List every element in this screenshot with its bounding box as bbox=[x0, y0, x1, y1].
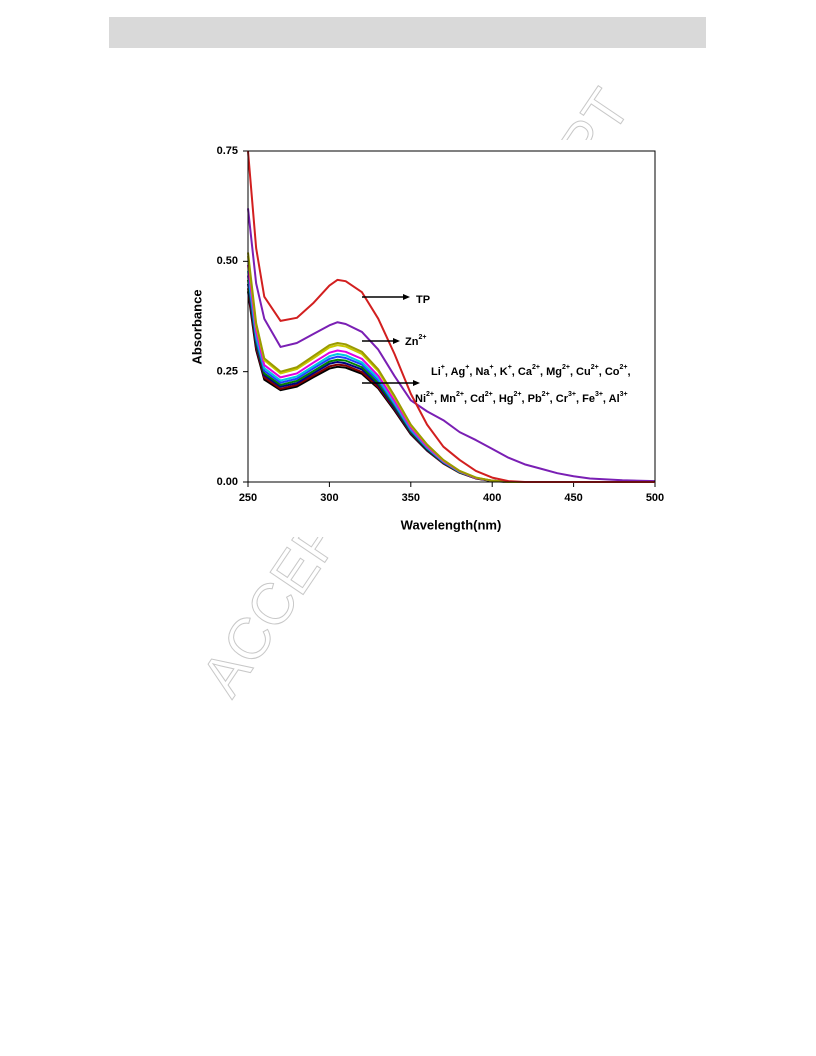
annotation-superscript: + bbox=[465, 364, 469, 371]
annotation-superscript: 2+ bbox=[532, 364, 540, 371]
plot-frame bbox=[247, 150, 656, 483]
annotation-text: TP bbox=[416, 294, 430, 306]
annotation-text: Li bbox=[431, 366, 441, 378]
arrow-head bbox=[393, 338, 400, 344]
annotation-text: , Cr bbox=[550, 393, 569, 405]
annotation-superscript: 2+ bbox=[485, 391, 493, 398]
x-tick-label: 300 bbox=[320, 492, 338, 504]
annotation-text: , Na bbox=[469, 366, 490, 378]
x-tick-label: 450 bbox=[564, 492, 582, 504]
annotation-text: , Mn bbox=[434, 393, 456, 405]
chart-background bbox=[186, 140, 666, 537]
y-axis-label: Absorbance bbox=[189, 289, 204, 364]
annotation-text: Zn bbox=[405, 336, 419, 348]
x-tick-label: 400 bbox=[483, 492, 501, 504]
annotation-superscript: 2+ bbox=[591, 364, 599, 371]
annotation-text: , Al bbox=[603, 393, 620, 405]
annotation-superscript: 2+ bbox=[542, 391, 550, 398]
annotation-text: , Ag bbox=[445, 366, 465, 378]
annotation-superscript: 2+ bbox=[418, 334, 426, 341]
annotation: Ni2+, Mn2+, Cd2+, Hg2+, Pb2+, Cr3+, Fe3+… bbox=[415, 391, 628, 405]
annotation: Zn2+ bbox=[405, 334, 426, 348]
annotation: TP bbox=[416, 294, 430, 306]
annotation-text: , Fe bbox=[576, 393, 595, 405]
annotation-text: , Cd bbox=[464, 393, 485, 405]
annotation-superscript: 2+ bbox=[514, 391, 522, 398]
header-bar bbox=[109, 17, 706, 48]
annotation-text: , Ca bbox=[512, 366, 533, 378]
annotation-superscript: 2+ bbox=[426, 391, 434, 398]
series-line bbox=[247, 208, 656, 483]
annotation-superscript: 3+ bbox=[620, 391, 628, 398]
annotation-superscript: 2+ bbox=[619, 364, 627, 371]
annotation-text: , K bbox=[494, 366, 508, 378]
annotation-superscript: + bbox=[508, 364, 512, 371]
annotation-text: , Co bbox=[599, 366, 620, 378]
annotation-superscript: + bbox=[441, 364, 445, 371]
annotation-superscript: 2+ bbox=[562, 364, 570, 371]
x-axis-label: Wavelength(nm) bbox=[401, 517, 502, 532]
annotation-superscript: 3+ bbox=[568, 391, 576, 398]
x-tick-label: 350 bbox=[402, 492, 420, 504]
annotation: Li+, Ag+, Na+, K+, Ca2+, Mg2+, Cu2+, Co2… bbox=[431, 364, 631, 378]
annotation-text: , bbox=[627, 366, 630, 378]
annotation-text: , Cu bbox=[570, 366, 591, 378]
arrow-head bbox=[413, 380, 420, 386]
y-tick-label: 0.25 bbox=[217, 366, 238, 378]
annotation-text: Ni bbox=[415, 393, 426, 405]
annotation-text: , Pb bbox=[522, 393, 542, 405]
y-tick-label: 0.00 bbox=[217, 476, 238, 488]
y-tick-label: 0.50 bbox=[217, 255, 238, 267]
x-tick-label: 250 bbox=[239, 492, 257, 504]
annotation-superscript: + bbox=[490, 364, 494, 371]
annotation-text: , Mg bbox=[540, 366, 562, 378]
annotation-superscript: 3+ bbox=[595, 391, 603, 398]
x-tick-label: 500 bbox=[646, 492, 664, 504]
arrow-head bbox=[403, 294, 410, 300]
annotation-text: , Hg bbox=[493, 393, 514, 405]
annotation-superscript: 2+ bbox=[456, 391, 464, 398]
y-tick-label: 0.75 bbox=[217, 145, 238, 157]
